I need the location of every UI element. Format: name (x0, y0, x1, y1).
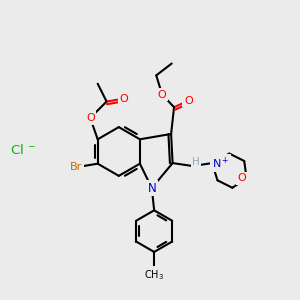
Text: O: O (86, 113, 94, 123)
Text: O: O (238, 173, 247, 183)
Text: N$^+$: N$^+$ (212, 155, 230, 171)
Text: CH$_3$: CH$_3$ (144, 268, 164, 281)
Text: H: H (192, 157, 200, 166)
Text: O: O (158, 90, 167, 100)
Text: N: N (147, 182, 156, 194)
Text: Cl $^{-}$: Cl $^{-}$ (10, 143, 36, 157)
Text: Br: Br (70, 162, 82, 172)
Text: O: O (119, 94, 128, 103)
Text: O: O (184, 96, 193, 106)
